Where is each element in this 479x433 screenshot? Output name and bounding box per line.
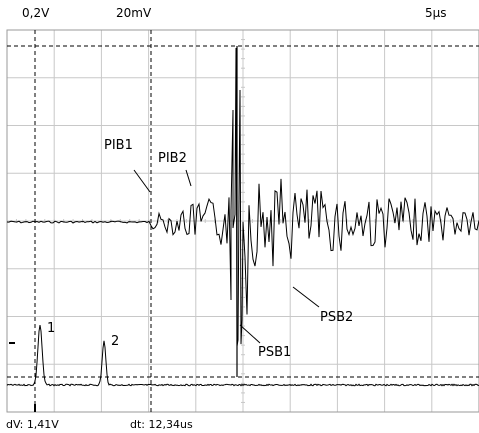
psb1-label: PSB1 (258, 345, 291, 360)
upper-waveform-trace (6, 47, 479, 347)
pib1-leader-line (133, 169, 151, 193)
pib2-leader-line (185, 169, 192, 187)
pulse-1-label: 1 (47, 321, 55, 336)
ch1-volts-per-div-label: 0,2V (22, 6, 50, 20)
psb2-label: PSB2 (320, 310, 353, 325)
ch2-volts-per-div-label: 20mV (116, 6, 152, 20)
screen-border (6, 29, 479, 413)
lower-waveform-trace (6, 325, 479, 387)
delta-time-readout: dt: 12,34us (130, 418, 193, 431)
pib2-label: PIB2 (158, 151, 187, 166)
graticule-grid (6, 29, 479, 412)
delta-voltage-readout: dV: 1,41V (6, 418, 59, 431)
psb2-leader-line (292, 286, 320, 308)
pulse-2-label: 2 (111, 334, 119, 349)
psb1-leader-line (239, 324, 261, 344)
pib1-label: PIB1 (104, 138, 133, 153)
time-per-div-label: 5µs (425, 6, 447, 20)
